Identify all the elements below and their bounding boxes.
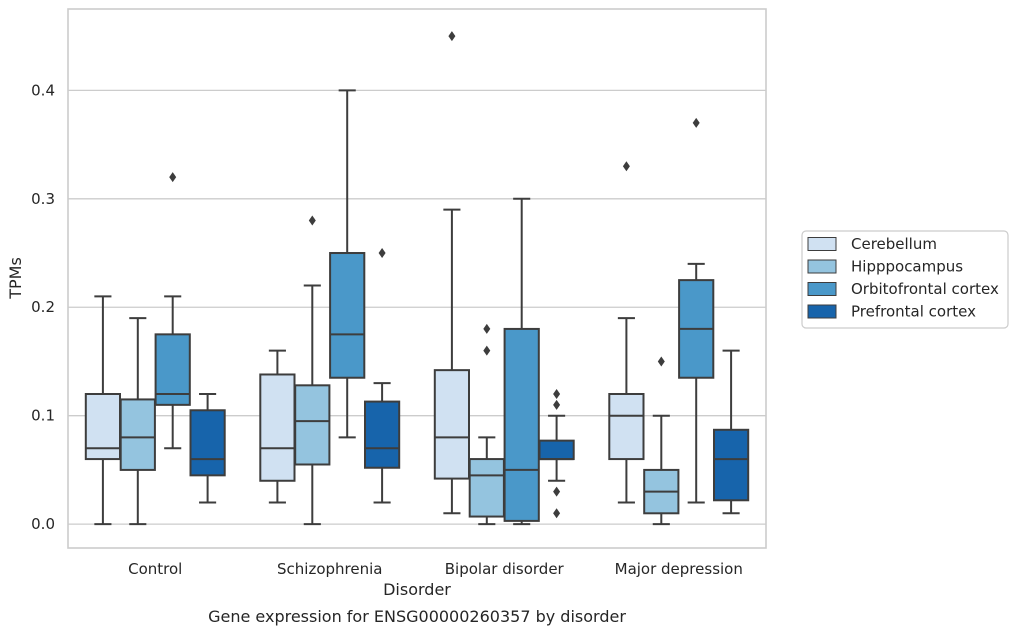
- outlier-point: [378, 248, 386, 259]
- legend-label: Orbitofrontal cortex: [851, 280, 999, 298]
- box-3-2: [538, 389, 575, 519]
- outlier-point: [657, 356, 665, 367]
- y-tick-label: 0.3: [31, 190, 55, 208]
- box-2-1: [329, 89, 366, 439]
- outlier-point: [553, 486, 561, 497]
- outlier-point: [308, 215, 316, 226]
- box-0-0: [84, 295, 122, 526]
- box: [363, 400, 401, 469]
- y-tick-label: 0.0: [31, 515, 55, 533]
- x-tick-label: Control: [128, 560, 182, 578]
- legend-swatch: [807, 259, 837, 274]
- box-3-3: [712, 349, 750, 515]
- legend-label: Hipppocampus: [851, 258, 963, 276]
- box: [84, 393, 122, 461]
- legend: Cerebellum Hipppocampus Orbitofrontal cort…: [801, 230, 1009, 329]
- legend-label: Cerebellum: [851, 235, 937, 253]
- outlier-point: [483, 345, 491, 356]
- legend-frame: [801, 230, 1009, 329]
- box-0-1: [259, 349, 296, 504]
- legend-swatch: [807, 304, 837, 319]
- y-tick-label: 0.4: [31, 81, 55, 99]
- y-axis-ticks: 0.0 0.1 0.2 0.3 0.4: [31, 81, 55, 533]
- x-axis-label: Disorder: [383, 580, 451, 599]
- x-axis-ticks: Control Schizophrenia Bipolar disorder Majo…: [128, 560, 743, 578]
- x-tick-label: Major depression: [615, 560, 743, 578]
- box: [329, 252, 366, 379]
- box: [538, 439, 575, 461]
- legend-label: Prefrontal cortex: [851, 303, 976, 321]
- outlier-point: [483, 323, 491, 334]
- box: [433, 369, 471, 480]
- x-tick-label: Bipolar disorder: [445, 560, 565, 578]
- outlier-point: [553, 399, 561, 410]
- chart-title: Gene expression for ENSG00000260357 by d…: [208, 607, 626, 626]
- box-1-1: [294, 215, 331, 526]
- box-plot-area: [84, 31, 750, 526]
- gridlines: [68, 89, 766, 525]
- box: [712, 428, 750, 502]
- x-tick-label: Schizophrenia: [277, 560, 382, 578]
- box: [294, 384, 331, 466]
- legend-swatch: [807, 237, 837, 251]
- box-0-2: [433, 31, 471, 515]
- box-2-3: [678, 117, 715, 504]
- box: [503, 327, 540, 522]
- box-3-1: [363, 248, 401, 504]
- box-2-2: [503, 197, 540, 526]
- outlier-point: [553, 508, 561, 519]
- outlier-point: [448, 31, 456, 42]
- box: [608, 393, 645, 461]
- outlier-point: [692, 117, 700, 128]
- box-1-2: [468, 323, 505, 526]
- box-1-0: [119, 317, 156, 526]
- box-3-0: [189, 393, 226, 504]
- y-tick-label: 0.1: [31, 407, 55, 425]
- outlier-point: [553, 389, 561, 399]
- plot-frame: [67, 8, 767, 549]
- y-tick-label: 0.2: [31, 298, 55, 316]
- box-0-3: [608, 161, 645, 504]
- box-1-3: [643, 356, 680, 526]
- box: [189, 409, 226, 477]
- box-2-0: [154, 172, 191, 450]
- box: [468, 458, 505, 518]
- outlier-point: [169, 172, 177, 183]
- y-axis-label: TPMs: [6, 257, 25, 300]
- legend-swatch: [807, 282, 837, 296]
- box: [259, 373, 296, 482]
- outlier-point: [622, 161, 630, 172]
- box: [119, 398, 156, 471]
